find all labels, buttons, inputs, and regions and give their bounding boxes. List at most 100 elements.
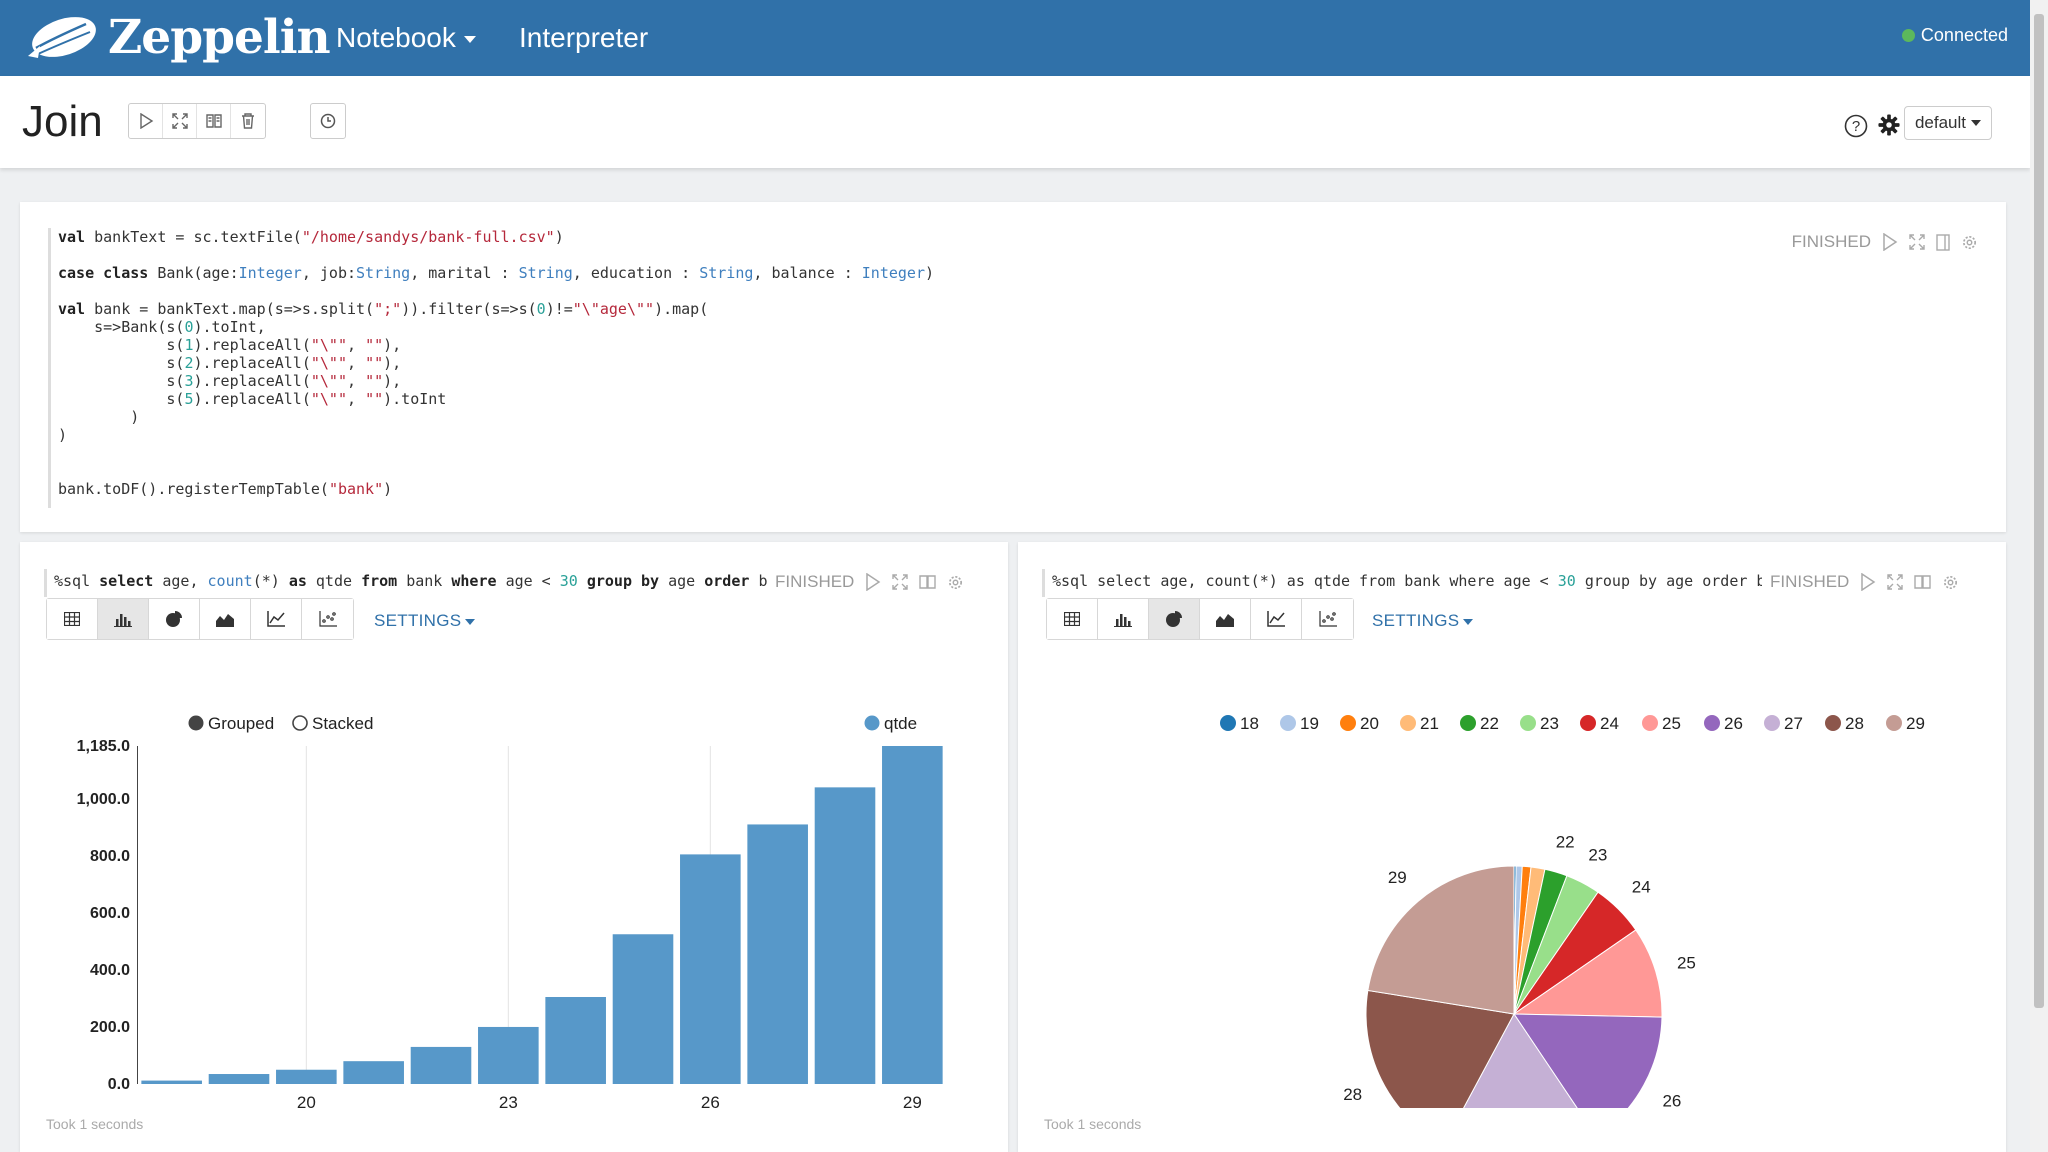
code-editor[interactable]: %sql select age, count(*) as qtde from b… (44, 569, 784, 597)
bar-chart-icon (1114, 614, 1132, 627)
schedule-group (310, 103, 346, 139)
paragraph-controls: FINISHED (775, 572, 964, 592)
nav-notebook-menu[interactable]: Notebook (336, 22, 476, 54)
code-editor[interactable]: %sql select age, count(*) as qtde from b… (1042, 569, 1762, 597)
area-chart-button[interactable] (200, 599, 251, 639)
code-line: s(5).replaceAll("\"", "").toInt (58, 390, 447, 408)
schedule-button[interactable] (311, 104, 345, 138)
code-line: val bank = bankText.map(s=>s.split(";"))… (58, 300, 709, 318)
code-line: s=>Bank(s(0).toInt, (58, 318, 266, 336)
scrollbar-thumb[interactable] (2034, 14, 2044, 1008)
page-scrollbar[interactable] (2030, 0, 2048, 1152)
connection-status: Connected (1901, 25, 2008, 46)
legend-swatch (1886, 715, 1902, 731)
clear-output-button[interactable] (231, 104, 265, 138)
bar (612, 934, 674, 1084)
code-editor[interactable]: val bankText = sc.textFile("/home/sandys… (48, 228, 1348, 508)
table-view-button[interactable] (47, 599, 98, 639)
code-line: %sql select age, count(*) as qtde from b… (54, 572, 768, 590)
scatter-chart-button[interactable] (302, 599, 353, 639)
line-chart-icon (267, 611, 285, 627)
note-title[interactable]: Join (22, 97, 103, 146)
pie-chart-button[interactable] (1149, 599, 1200, 639)
scatter-chart-button[interactable] (1302, 599, 1353, 639)
pie-chart-button[interactable] (149, 599, 200, 639)
help-icon[interactable]: ? (1844, 114, 1868, 138)
trash-icon (242, 113, 254, 129)
connection-status-label: Connected (1920, 25, 2008, 45)
legend-swatch (1220, 715, 1236, 731)
code-line: case class Bank(age:Integer, job:String,… (58, 264, 935, 282)
toggle-output-button[interactable] (197, 104, 231, 138)
area-chart-icon (1216, 614, 1234, 627)
interpreter-binding-dropdown[interactable]: default (1904, 106, 1992, 140)
pie-slice (1367, 865, 1515, 1015)
nav-interpreter-link[interactable]: Interpreter (519, 22, 649, 53)
legend-swatch (1340, 715, 1356, 731)
line-chart-button[interactable] (251, 599, 302, 639)
execution-time: Took 1 seconds (1044, 1116, 1142, 1132)
expand-icon[interactable] (1887, 574, 1904, 590)
gear-icon[interactable] (947, 574, 964, 591)
y-tick-label: 600.0 (90, 905, 130, 922)
legend-label: 28 (1845, 714, 1864, 733)
legend-label: 26 (1724, 714, 1743, 733)
code-line: ) (58, 426, 68, 444)
bar-chart-button[interactable] (98, 599, 149, 639)
gear-icon[interactable] (1878, 114, 1900, 136)
book-icon[interactable] (919, 574, 937, 590)
book-icon (205, 114, 222, 128)
status-dot-icon (1901, 29, 1915, 42)
paragraph-controls: FINISHED (1770, 572, 1959, 592)
legend-swatch (1400, 715, 1416, 731)
run-all-button[interactable] (129, 104, 163, 138)
line-chart-button[interactable] (1251, 599, 1302, 639)
output-toggle-icon[interactable] (1936, 233, 1950, 251)
code-line (58, 444, 1348, 462)
bar-chart-button[interactable] (1098, 599, 1149, 639)
bar-chart: 0.0 200.0 400.0 600.0 800.0 1,000.0 1,185.0 20 2… (77, 714, 943, 1108)
scatter-chart-icon (318, 611, 337, 627)
code-line: s(3).replaceAll("\"", ""), (58, 372, 402, 390)
bar (276, 1069, 337, 1084)
paragraph-pie-chart: %sql select age, count(*) as qtde from b… (1018, 542, 2006, 1152)
bar (208, 1074, 270, 1084)
note-header: Join ? default (0, 76, 2030, 168)
expand-icon[interactable] (892, 574, 909, 590)
code-line: s(2).replaceAll("\"", ""), (58, 354, 402, 372)
book-icon[interactable] (1914, 574, 1932, 590)
slice-label: 25 (1677, 953, 1696, 972)
play-icon[interactable] (1860, 573, 1876, 591)
play-icon[interactable] (865, 573, 881, 591)
settings-label: SETTINGS (1372, 611, 1460, 630)
play-icon[interactable] (1882, 233, 1898, 251)
zeppelin-logo-icon[interactable] (24, 12, 100, 62)
bar (680, 854, 741, 1084)
toggle-code-button[interactable] (163, 104, 197, 138)
visualization-toolbar (1046, 598, 1354, 640)
gear-icon[interactable] (1942, 574, 1959, 591)
paragraph-controls: FINISHED (1792, 232, 1978, 252)
chevron-down-icon (1463, 618, 1474, 625)
y-tick-label: 0.0 (108, 1076, 130, 1093)
legend-label: 29 (1906, 714, 1925, 733)
settings-toggle[interactable]: SETTINGS (374, 611, 476, 631)
table-view-button[interactable] (1047, 599, 1098, 639)
legend-swatch (1642, 715, 1658, 731)
legend-swatch (1704, 715, 1720, 731)
bar (410, 1046, 472, 1084)
settings-toggle[interactable]: SETTINGS (1372, 611, 1474, 631)
stacked-radio (292, 715, 308, 731)
legend-label: 21 (1420, 714, 1439, 733)
chevron-down-icon (463, 36, 476, 44)
slice-label: 24 (1632, 878, 1651, 897)
navbar: Zeppelin Notebook Interpreter Connected (0, 0, 2048, 76)
area-chart-button[interactable] (1200, 599, 1251, 639)
grouped-radio (188, 715, 204, 731)
brand-name[interactable]: Zeppelin (108, 10, 331, 65)
expand-icon[interactable] (1909, 234, 1925, 250)
gear-icon[interactable] (1961, 234, 1978, 251)
pie-slice (1513, 1013, 1663, 1108)
bar (343, 1061, 404, 1084)
chevron-down-icon (1971, 120, 1982, 126)
